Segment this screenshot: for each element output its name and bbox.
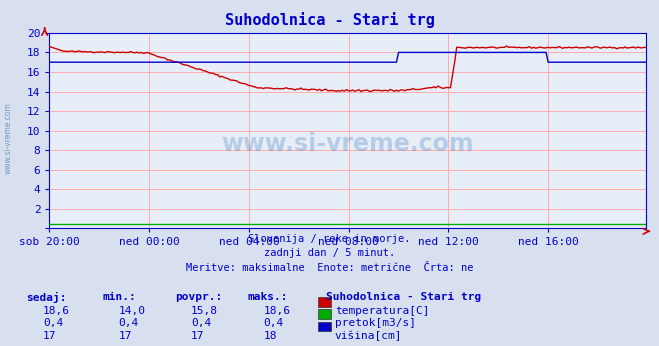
Text: 17: 17 (43, 331, 56, 341)
Text: Suhodolnica - Stari trg: Suhodolnica - Stari trg (326, 292, 482, 302)
Text: min.:: min.: (102, 292, 136, 302)
Text: www.si-vreme.com: www.si-vreme.com (4, 102, 13, 174)
Text: 18,6: 18,6 (43, 306, 70, 316)
Text: temperatura[C]: temperatura[C] (335, 306, 429, 316)
Text: višina[cm]: višina[cm] (335, 331, 402, 341)
Text: 0,4: 0,4 (264, 318, 284, 328)
Text: 17: 17 (119, 331, 132, 341)
Text: 0,4: 0,4 (119, 318, 139, 328)
Text: 14,0: 14,0 (119, 306, 146, 316)
Text: pretok[m3/s]: pretok[m3/s] (335, 318, 416, 328)
Text: 18: 18 (264, 331, 277, 341)
Bar (318, 309, 331, 319)
Text: www.si-vreme.com: www.si-vreme.com (221, 132, 474, 156)
Bar (318, 322, 331, 331)
Text: Slovenija / reke in morje.: Slovenija / reke in morje. (248, 234, 411, 244)
Text: Suhodolnica - Stari trg: Suhodolnica - Stari trg (225, 12, 434, 28)
Text: zadnji dan / 5 minut.: zadnji dan / 5 minut. (264, 248, 395, 258)
Text: 0,4: 0,4 (191, 318, 212, 328)
Text: 0,4: 0,4 (43, 318, 63, 328)
Text: 15,8: 15,8 (191, 306, 218, 316)
Bar (318, 297, 331, 307)
Text: maks.:: maks.: (247, 292, 287, 302)
Text: Meritve: maksimalne  Enote: metrične  Črta: ne: Meritve: maksimalne Enote: metrične Črta… (186, 263, 473, 273)
Text: sedaj:: sedaj: (26, 292, 67, 303)
Text: 18,6: 18,6 (264, 306, 291, 316)
Text: 17: 17 (191, 331, 204, 341)
Text: povpr.:: povpr.: (175, 292, 222, 302)
